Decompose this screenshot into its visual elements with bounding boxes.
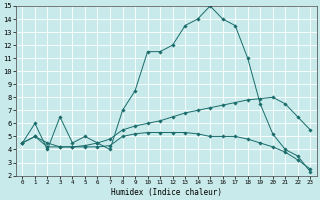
X-axis label: Humidex (Indice chaleur): Humidex (Indice chaleur) <box>111 188 222 197</box>
